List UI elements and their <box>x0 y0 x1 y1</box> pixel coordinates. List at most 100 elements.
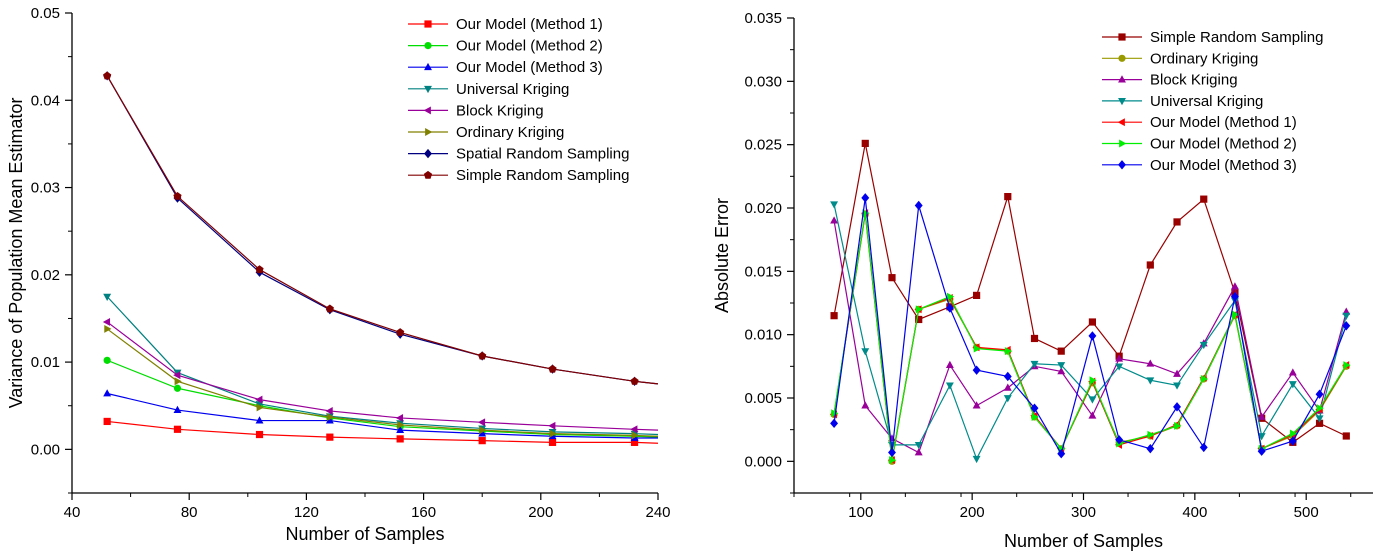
data-point <box>173 191 182 200</box>
y-tick-label: 0.05 <box>31 5 60 22</box>
legend-item: Simple Random Sampling <box>1102 29 1323 46</box>
data-point <box>1057 449 1066 459</box>
data-point <box>549 429 557 438</box>
data-point <box>1343 361 1351 370</box>
data-point <box>1030 403 1039 413</box>
data-point <box>1088 318 1097 326</box>
legend: Our Model (Method 1) Our Model (Method 2)… <box>408 16 629 184</box>
series-4 <box>102 317 658 434</box>
series-2 <box>103 389 658 441</box>
data-point <box>861 193 870 203</box>
variance-chart: 40 80 120 160 200 240 0.00 0.01 0.02 0.03 0.04 0.05… <box>6 5 671 544</box>
data-point <box>396 425 405 434</box>
data-point <box>397 420 405 429</box>
data-point <box>1003 383 1012 391</box>
data-point <box>173 371 181 380</box>
data-point <box>830 312 838 320</box>
series-5 <box>104 324 658 440</box>
data-point <box>1146 377 1155 385</box>
data-point <box>173 425 182 433</box>
legend-item: Universal Kriging <box>1102 93 1263 110</box>
data-point <box>1289 429 1298 438</box>
data-point <box>103 356 111 364</box>
legend-label: Simple Random Sampling <box>1150 29 1323 46</box>
data-point <box>1004 347 1013 356</box>
data-point <box>972 455 981 464</box>
series-line <box>106 328 658 437</box>
y-tick-label: 0.025 <box>744 137 782 154</box>
data-point <box>1315 415 1324 423</box>
data-point <box>103 389 112 397</box>
data-point <box>1057 367 1066 375</box>
data-point <box>630 376 639 385</box>
data-point <box>861 401 870 409</box>
data-point <box>1057 362 1066 370</box>
data-point <box>396 435 404 443</box>
y-tick-label: 0.04 <box>31 92 60 109</box>
data-point <box>1088 396 1097 404</box>
data-point <box>396 328 405 336</box>
y-axis-title: Variance of Population Mean Estimator <box>6 98 26 409</box>
data-point <box>947 292 955 301</box>
y-tick-label: 0.030 <box>744 73 782 90</box>
series-line <box>833 204 1347 461</box>
data-point <box>1288 381 1297 389</box>
legend-marker <box>1118 160 1126 170</box>
data-point <box>1173 382 1181 390</box>
y-tick-label: 0.020 <box>744 200 782 217</box>
y-axis-title: Absolute Error <box>712 198 732 313</box>
data-point <box>1199 341 1208 350</box>
x-axis-title: Number of Samples <box>1004 531 1163 551</box>
x-tick-label: 200 <box>960 504 985 521</box>
data-point <box>1288 436 1297 446</box>
legend-label: Simple Random Sampling <box>456 167 629 184</box>
legend-marker <box>424 42 432 50</box>
series-6 <box>830 193 1351 459</box>
data-point <box>548 438 557 446</box>
y-tick-label: 0.000 <box>744 453 782 470</box>
data-point <box>477 418 486 427</box>
data-point <box>914 441 923 450</box>
legend-label: Block Kriging <box>456 102 544 119</box>
data-point <box>255 395 263 404</box>
data-point <box>972 365 981 375</box>
data-point <box>1088 331 1097 341</box>
y-tick-label: 0.035 <box>744 10 782 27</box>
data-point <box>1199 442 1208 453</box>
legend-marker <box>1117 118 1125 127</box>
x-tick-label: 400 <box>1182 504 1207 521</box>
legend-label: Our Model (Method 1) <box>456 16 603 33</box>
data-point <box>1342 321 1351 331</box>
x-axis-title: Number of Samples <box>285 524 444 544</box>
legend-label: Ordinary Kriging <box>1150 50 1258 67</box>
x-tick-label: 40 <box>64 504 81 521</box>
data-point <box>1200 375 1209 383</box>
data-point <box>915 305 924 314</box>
x-tick-label: 80 <box>181 504 198 521</box>
x-tick-label: 100 <box>848 504 873 521</box>
data-point <box>478 429 487 437</box>
series-line <box>106 296 658 436</box>
x-tick-label: 160 <box>411 504 436 521</box>
y-tick-label: 0.005 <box>744 390 782 407</box>
legend-item: Spatial Random Sampling <box>408 146 629 163</box>
legend-item: Ordinary Kriging <box>1102 50 1258 67</box>
y-tick-label: 0.03 <box>31 180 60 197</box>
data-point <box>1342 312 1351 320</box>
data-point <box>255 416 264 424</box>
data-point <box>1230 282 1239 290</box>
y-tick-label: 0.010 <box>744 327 782 344</box>
legend-label: Spatial Random Sampling <box>456 146 629 163</box>
data-point <box>256 403 264 412</box>
legend-item: Block Kriging <box>1102 72 1238 89</box>
x-tick-label: 500 <box>1294 504 1319 521</box>
data-point <box>103 417 111 426</box>
data-point <box>914 200 923 211</box>
data-point <box>1115 354 1124 362</box>
data-point <box>326 413 335 422</box>
data-point <box>888 447 896 458</box>
data-point <box>1315 419 1324 427</box>
legend: Simple Random Sampling Ordinary Kriging Bl… <box>1102 29 1323 174</box>
data-point <box>973 344 981 353</box>
data-point <box>173 384 182 392</box>
